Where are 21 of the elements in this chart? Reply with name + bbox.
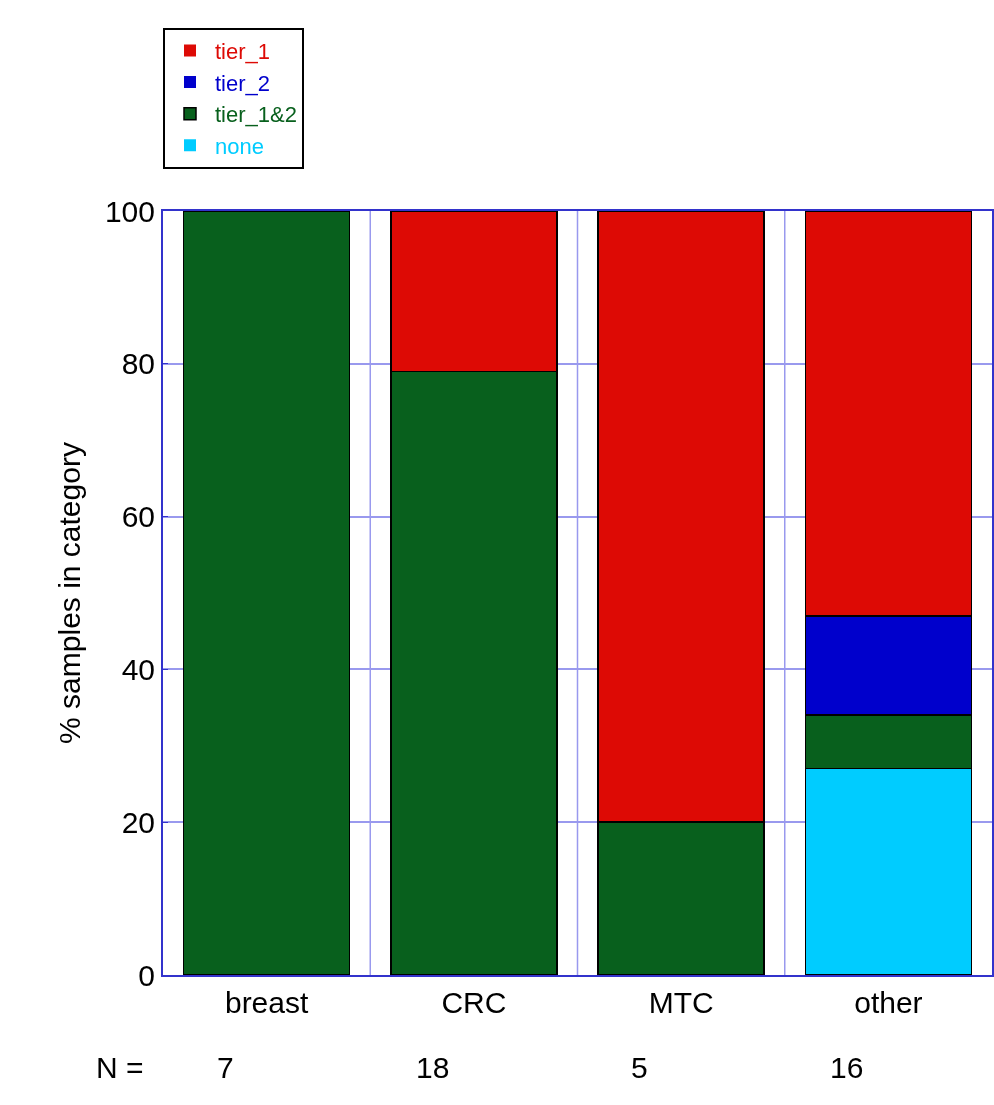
text: 16 [830,1051,864,1084]
y-tick-label: 100 [104,194,155,228]
legend-label: none [215,133,264,159]
y-tick-label: 0 [138,958,155,992]
text: 18 [416,1051,450,1084]
legend-label: tier_1&2 [215,102,297,128]
text: N = [96,1051,144,1084]
y-tick-label: 40 [121,652,155,686]
y-tick-label: 80 [121,347,155,381]
y-axis-title: % samples in category [53,442,87,744]
text: 5 [631,1051,648,1084]
x-tick-label: breast [224,986,309,1019]
y-tick-label: 20 [121,805,155,839]
text: 7 [217,1051,234,1084]
legend-label: tier_1 [215,39,271,65]
y-tick-label: 60 [121,500,155,534]
bar [182,211,351,975]
x-tick-label: MTC [648,986,714,1019]
x-tick-label: other [854,986,923,1019]
legend-label: tier_2 [215,70,271,96]
x-tick-label: CRC [441,986,507,1019]
